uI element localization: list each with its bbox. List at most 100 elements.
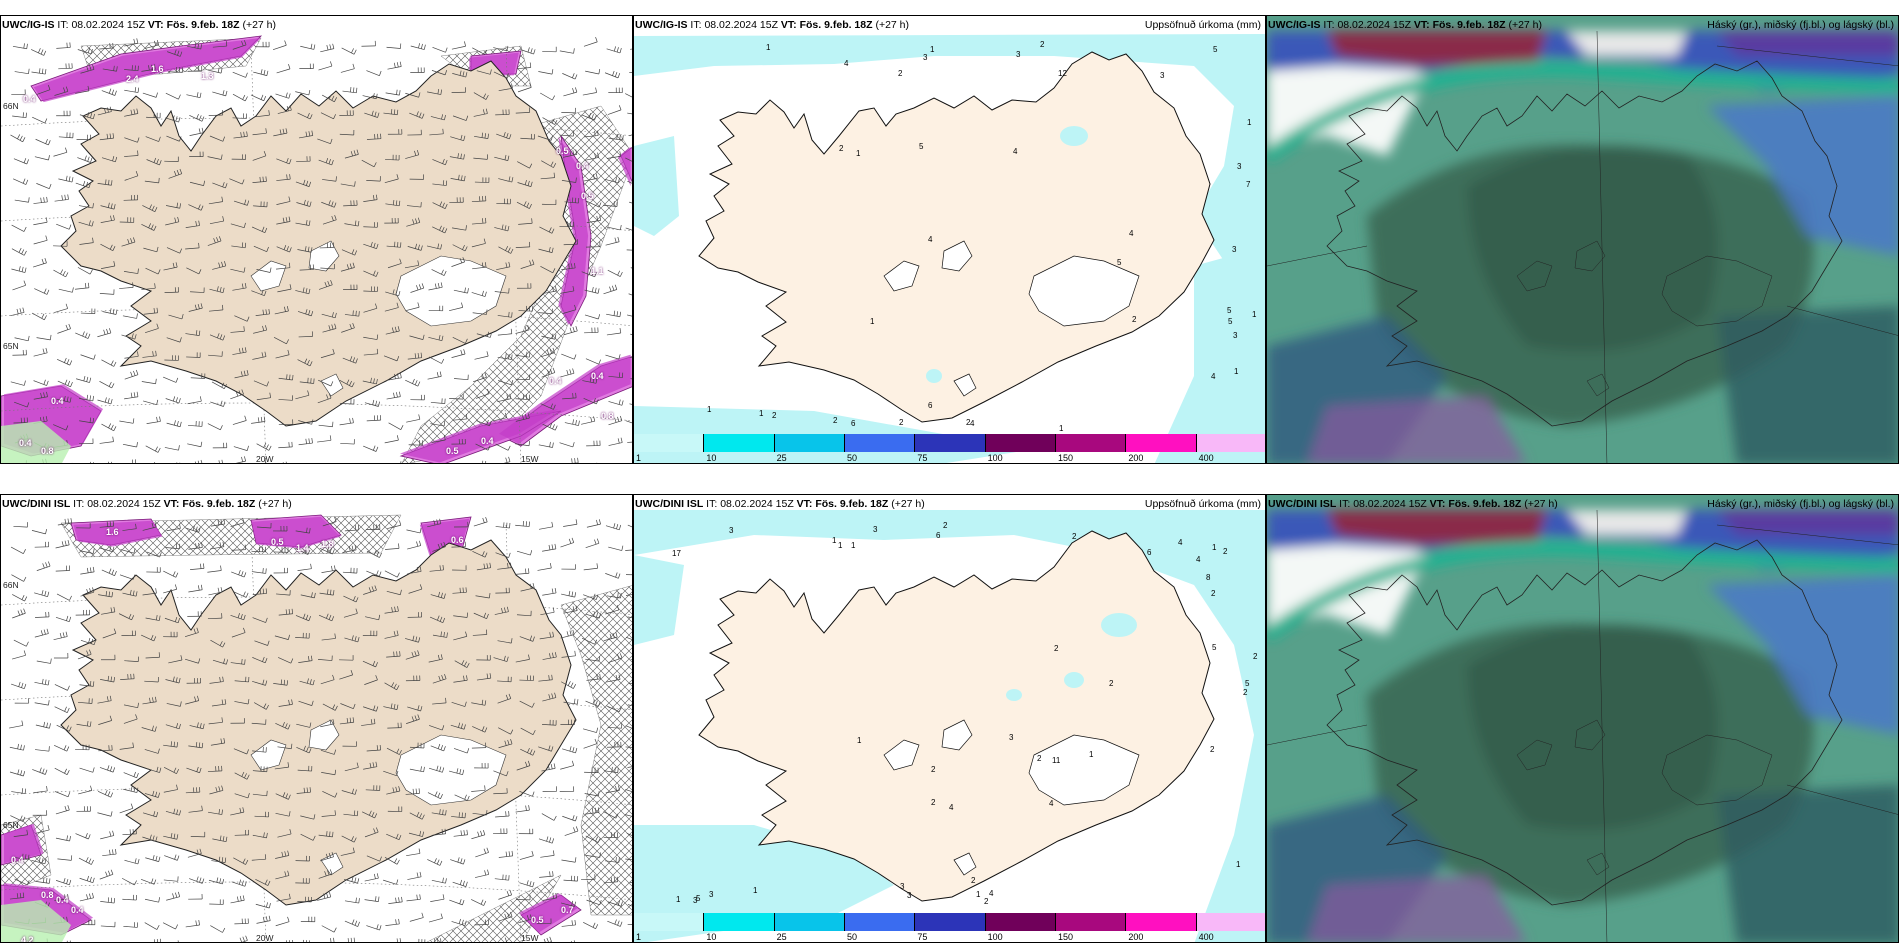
precip-value: 3 (1232, 245, 1237, 254)
vt-label: VT: (780, 19, 797, 31)
it-label: IT: (57, 19, 69, 31)
colorbar-tick-label: 100 (987, 932, 1003, 942)
colorbar-swatch (1056, 434, 1127, 452)
precip-value: 6 (851, 419, 856, 428)
precip-value: 2 (1223, 547, 1228, 556)
wind-value: 1.8 (321, 539, 334, 549)
precip-value: 4 (928, 235, 933, 244)
precip-value: 1 (766, 43, 771, 52)
wind-value: 0.5 (271, 537, 284, 547)
colorbar-swatch (774, 913, 845, 931)
precip-value: 8 (1206, 573, 1211, 582)
model-name: UWC/DINI ISL (2, 498, 71, 510)
it-value: 08.02.2024 15Z (71, 19, 145, 31)
precip-value: 2 (966, 418, 971, 427)
colorbar-swatch (985, 434, 1056, 452)
panel-right-title: Háský (gr.), miðský (fj.bl.) og lágský (… (1707, 19, 1894, 31)
wind-value: 1.3 (201, 71, 214, 81)
vt-value: Fös. 9.feb. 18Z (799, 19, 873, 31)
colorbar-swatch (915, 913, 986, 931)
precip-value: 1 (1089, 750, 1094, 759)
precip-value: 11 (1052, 756, 1061, 765)
wind-map (1, 495, 632, 942)
precip-value: 4 (844, 59, 849, 68)
precip-value: 5 (1117, 258, 1122, 267)
precip-value: 1 (753, 886, 758, 895)
model-name: UWC/IG-IS (1268, 19, 1321, 31)
lead-time: (+27 h) (242, 19, 277, 31)
precip-value: 3 (873, 525, 878, 534)
it-label: IT: (690, 19, 702, 31)
precip-value: 4 (1129, 229, 1134, 238)
precip-value: 3 (1016, 50, 1021, 59)
precip-value: 4 (1178, 538, 1183, 547)
lon-label-20w: 20W (256, 454, 274, 464)
lead-time: (+27 h) (1508, 19, 1543, 31)
precip-panel-ig: UWC/IG-IS IT: 08.02.2024 15Z VT: Fös. 9.… (633, 15, 1266, 464)
wind-value: 0.4 (481, 436, 494, 446)
colorbar-swatch (1196, 434, 1265, 452)
precip-value: 3 (709, 890, 714, 899)
cloud-panel-ig: UWC/IG-IS IT: 08.02.2024 15Z VT: Fös. 9.… (1266, 15, 1899, 464)
vt-label: VT: (1413, 19, 1430, 31)
colorbar-tick-label: 75 (917, 453, 928, 463)
colorbar-swatch (774, 434, 845, 452)
colorbar-swatch (704, 913, 775, 931)
lon-label-20w: 20W (256, 933, 274, 943)
model-name: UWC/DINI ISL (1268, 498, 1337, 510)
it-value: 08.02.2024 15Z (720, 498, 794, 510)
panel-right-title: Uppsöfnuð úrkoma (mm) (1144, 19, 1261, 31)
precip-value: 5 (1228, 317, 1233, 326)
cloud-map (1267, 16, 1898, 463)
wind-value: 2.4 (126, 74, 139, 84)
panel-right-title: Háský (gr.), miðský (fj.bl.) og lágský (… (1707, 498, 1894, 510)
panel-header: UWC/IG-IS IT: 08.02.2024 15Z VT: Fös. 9.… (2, 17, 628, 33)
colorbar-tick-label: 25 (776, 932, 787, 942)
precip-value: 3 (1009, 733, 1014, 742)
precip-value: 1 (1236, 860, 1241, 869)
precip-value: 2 (899, 418, 904, 427)
precip-value: 3 (693, 896, 698, 905)
precip-value: 1 (1247, 118, 1252, 127)
lead-time: (+27 h) (258, 498, 292, 510)
lead-time: (+27 h) (891, 498, 925, 510)
colorbar-tick-label: 100 (987, 453, 1003, 463)
panel-header: UWC/DINI ISL IT: 08.02.2024 15Z VT: Fös.… (635, 496, 1261, 512)
precip-value: 2 (1054, 644, 1059, 653)
precip-value: 2 (833, 416, 838, 425)
colorbar-swatch (985, 913, 1056, 931)
wind-value: 0.4 (23, 94, 36, 104)
precip-value: 2 (931, 798, 936, 807)
colorbar-swatch (634, 434, 705, 452)
precip-panel-dini: UWC/DINI ISL IT: 08.02.2024 15Z VT: Fös.… (633, 494, 1266, 943)
precip-value: 4 (1196, 555, 1201, 564)
panel-right-title: Uppsöfnuð úrkoma (mm) (1144, 498, 1261, 510)
precip-value: 1 (1252, 310, 1257, 319)
precip-value: 12 (1058, 69, 1067, 78)
precip-value: 3 (923, 53, 928, 62)
precip-value: 3 (907, 891, 912, 900)
cloud-map (1267, 495, 1898, 942)
precip-value: 7 (1246, 180, 1251, 189)
colorbar-swatch (915, 434, 986, 452)
precip-value: 4 (1049, 799, 1054, 808)
colorbar-tick-label: 50 (847, 932, 858, 942)
vt-label: VT: (147, 19, 164, 31)
precip-value: 6 (928, 401, 933, 410)
vt-value: Fös. 9.feb. 18Z (1448, 498, 1522, 510)
wind-value: 1.6 (106, 527, 119, 537)
wind-value: 0.5 (581, 191, 594, 201)
wind-value: 1.4 (296, 543, 309, 553)
precip-value: 1 (976, 890, 981, 899)
wind-value: 0.4 (19, 438, 32, 448)
precip-colorbar: 1 10 25 50 75 100 150 200 400 (634, 913, 1265, 942)
precip-value: 4 (970, 419, 975, 428)
precip-value: 2 (1037, 754, 1042, 763)
colorbar-tick-label: 150 (1058, 932, 1074, 942)
precip-value: 1 (1212, 543, 1217, 552)
lat-label-65n: 65N (3, 341, 19, 351)
wind-value: 0.8 (41, 446, 54, 456)
wind-value: 1.6 (151, 64, 164, 74)
wind-value: 0.7 (561, 905, 574, 915)
precip-value: 2 (1211, 589, 1216, 598)
